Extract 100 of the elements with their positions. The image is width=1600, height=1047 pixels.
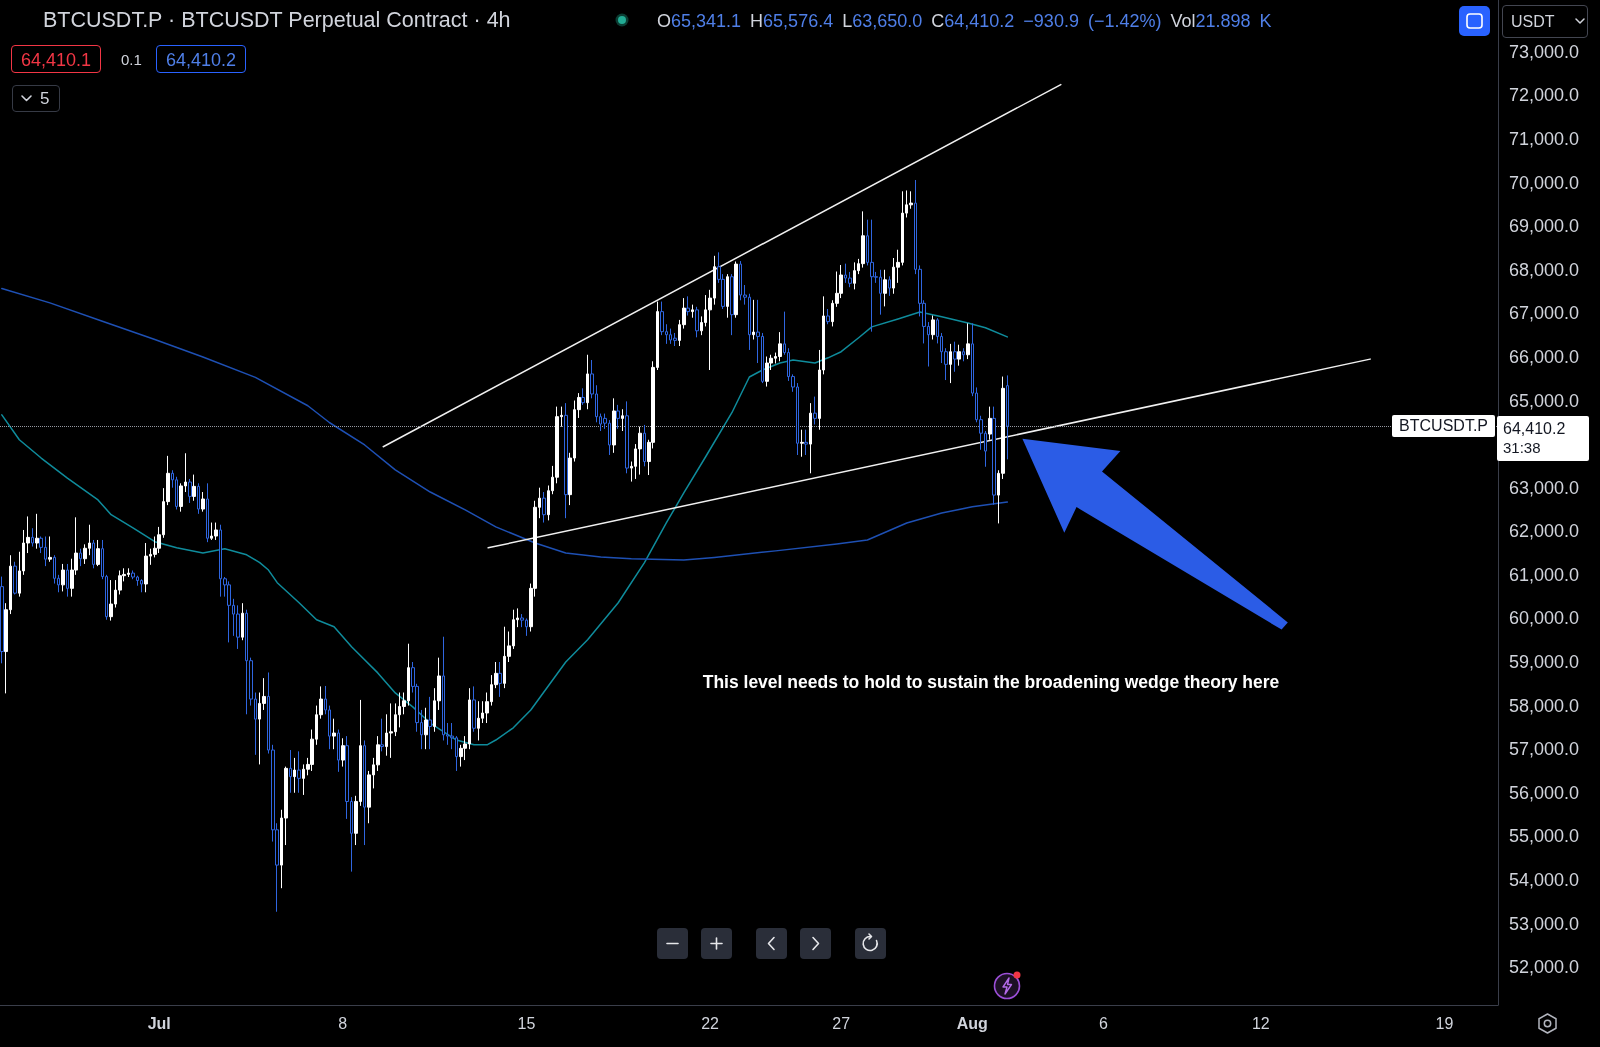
candlestick	[424, 707, 428, 750]
candlestick	[826, 308, 830, 325]
candlestick	[778, 331, 782, 362]
x-tick-label: 12	[1251, 1014, 1270, 1032]
candlestick	[752, 299, 755, 340]
candlestick	[13, 561, 17, 595]
candlestick	[140, 578, 143, 593]
candlestick	[564, 402, 568, 519]
candlestick	[341, 737, 345, 768]
candlestick	[227, 580, 231, 643]
candlestick	[206, 482, 209, 543]
candlestick	[870, 219, 874, 333]
candlestick	[695, 306, 699, 338]
y-tick-label: 59,000.0	[1509, 652, 1580, 673]
y-tick-label: 58,000.0	[1509, 695, 1580, 716]
candlestick	[477, 700, 480, 741]
candlestick	[888, 275, 891, 297]
y-tick-label: 63,000.0	[1509, 477, 1580, 498]
candlestick	[621, 408, 624, 432]
candlestick	[813, 396, 817, 425]
candlestick	[638, 426, 642, 476]
candlestick	[289, 749, 292, 794]
y-tick-label: 54,000.0	[1509, 869, 1580, 890]
candlestick	[581, 387, 585, 406]
candlestick	[966, 322, 970, 360]
candlestick	[31, 527, 34, 548]
candlestick	[214, 522, 218, 541]
candlestick	[297, 750, 301, 794]
candlestick	[686, 295, 690, 317]
candlestick	[79, 548, 82, 567]
y-tick-label: 52,000.0	[1509, 957, 1580, 978]
candlestick	[726, 273, 729, 319]
candlestick	[804, 429, 808, 456]
text: USDT	[1502, 5, 1588, 38]
candlestick	[201, 491, 205, 513]
candlestick	[0, 576, 4, 664]
x-tick-label: 15	[517, 1014, 536, 1032]
candlestick	[962, 347, 965, 362]
text: 31:38	[1503, 438, 1542, 458]
candlestick	[809, 402, 812, 474]
candlestick	[853, 261, 856, 290]
y-tick-label: 53,000.0	[1509, 913, 1580, 934]
annotation: 64,410.2	[156, 45, 247, 73]
y-tick-label: 62,000.0	[1509, 521, 1580, 542]
x-tick-label: 22	[701, 1014, 720, 1032]
candlestick	[192, 474, 196, 502]
text: O65,341.1 H65,576.4 L63,650.0 C64,410.2 −930.9 (−1.42%) Vol21.898 K	[657, 10, 1272, 31]
y-tick-label: 60,000.0	[1509, 608, 1580, 629]
candlestick	[988, 406, 992, 441]
candlestick	[197, 482, 200, 515]
y-tick-label: 57,000.0	[1509, 739, 1580, 760]
candlestick	[691, 304, 694, 319]
x-tick-label: 6	[1099, 1014, 1109, 1032]
x-tick-label: 27	[832, 1014, 851, 1032]
candlestick	[144, 542, 148, 593]
y-tick-label: 70,000.0	[1509, 172, 1580, 193]
candlestick	[586, 354, 589, 410]
candlestick	[241, 602, 244, 641]
candlestick	[673, 332, 677, 347]
annotation: 0.1	[121, 50, 142, 68]
y-tick-label: 68,000.0	[1509, 259, 1580, 280]
y-tick-label: 71,000.0	[1509, 129, 1580, 150]
candlestick	[363, 739, 366, 846]
y-tick-label: 72,000.0	[1509, 85, 1580, 106]
y-tick-label: 67,000.0	[1509, 303, 1580, 324]
candlestick	[612, 397, 616, 454]
y-tick-label: 73,000.0	[1509, 41, 1580, 62]
candlestick	[931, 315, 935, 340]
candlestick	[92, 539, 95, 569]
candlestick	[730, 273, 734, 336]
candlestick	[765, 356, 769, 388]
candlestick	[953, 341, 957, 373]
y-tick-label: 56,000.0	[1509, 782, 1580, 803]
ref-line-label: BTCUSDT.P	[1392, 415, 1495, 438]
x-tick-label: Aug	[956, 1014, 988, 1032]
x-tick-label: 8	[338, 1014, 348, 1032]
candlestick	[442, 636, 445, 741]
candlestick	[66, 563, 69, 598]
candlestick	[625, 400, 629, 474]
x-tick-label: Jul	[147, 1014, 171, 1032]
x-tick-label: 19	[1435, 1014, 1454, 1032]
candlestick	[332, 718, 336, 750]
candlestick	[389, 702, 393, 759]
annotation: 5	[12, 85, 61, 112]
candlestick	[96, 539, 100, 567]
candlestick	[188, 478, 192, 504]
candlestick	[498, 661, 502, 698]
text: 64,410.2	[1503, 420, 1566, 438]
candlestick	[949, 343, 952, 384]
candlestick	[428, 696, 432, 750]
candlestick	[992, 406, 996, 506]
candlestick	[1006, 374, 1009, 460]
candlestick	[109, 579, 113, 622]
annotation: 64,410.1	[11, 45, 102, 73]
chart-title: BTCUSDT.P · BTCUSDT Perpetual Contract · 4h	[43, 7, 511, 32]
candlestick	[800, 429, 804, 458]
y-tick-label: 65,000.0	[1509, 390, 1580, 411]
y-tick-label: 69,000.0	[1509, 216, 1580, 237]
candlestick	[472, 685, 476, 733]
candlestick	[734, 260, 738, 319]
